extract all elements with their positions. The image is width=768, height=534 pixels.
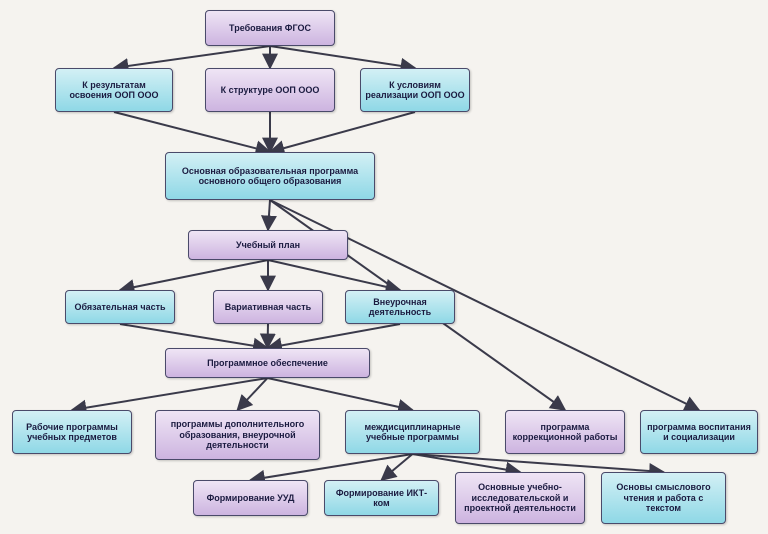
- edge-req3-main: [270, 112, 415, 152]
- edge-out3-sub3: [413, 454, 521, 472]
- node-plan: Учебный план: [188, 230, 348, 260]
- node-root: Требования ФГОС: [205, 10, 335, 46]
- node-label: программа коррекционной работы: [510, 422, 620, 443]
- node-label: Внеурочная деятельность: [350, 297, 450, 318]
- node-soft: Программное обеспечение: [165, 348, 370, 378]
- node-label: Учебный план: [236, 240, 300, 250]
- edge-plan-part3: [268, 260, 400, 290]
- node-label: К условиям реализации ООП ООО: [365, 80, 465, 101]
- node-label: программы дополнительного образования, в…: [160, 419, 315, 450]
- node-out2: программы дополнительного образования, в…: [155, 410, 320, 460]
- edge-soft-out2: [238, 378, 268, 410]
- edge-soft-out3: [268, 378, 413, 410]
- node-label: Вариативная часть: [225, 302, 311, 312]
- node-main: Основная образовательная программа основ…: [165, 152, 375, 200]
- node-out5: программа воспитания и социализации: [640, 410, 758, 454]
- node-sub1: Формирование УУД: [193, 480, 308, 516]
- node-part3: Внеурочная деятельность: [345, 290, 455, 324]
- node-label: К результатам освоения ООП ООО: [60, 80, 168, 101]
- edge-root-req3: [270, 46, 415, 68]
- node-sub2: Формирование ИКТ-ком: [324, 480, 439, 516]
- edge-part2-soft: [268, 324, 269, 348]
- node-part1: Обязательная часть: [65, 290, 175, 324]
- node-label: программа воспитания и социализации: [645, 422, 753, 443]
- node-out3: междисциплинарные учебные программы: [345, 410, 480, 454]
- edge-part1-soft: [120, 324, 268, 348]
- node-sub3: Основные учебно-исследовательской и прое…: [455, 472, 585, 524]
- node-out4: программа коррекционной работы: [505, 410, 625, 454]
- node-label: Рабочие программы учебных предметов: [17, 422, 127, 443]
- node-label: Формирование УУД: [207, 493, 295, 503]
- edge-out3-sub4: [413, 454, 664, 472]
- edge-main-plan: [268, 200, 270, 230]
- node-sub4: Основы смыслового чтения и работа с текс…: [601, 472, 726, 524]
- edge-out3-sub2: [382, 454, 413, 480]
- edge-root-req1: [114, 46, 270, 68]
- node-label: Обязательная часть: [74, 302, 165, 312]
- node-label: Формирование ИКТ-ком: [329, 488, 434, 509]
- node-label: Основная образовательная программа основ…: [170, 166, 370, 187]
- node-label: Основы смыслового чтения и работа с текс…: [606, 482, 721, 513]
- node-label: К структуре ООП ООО: [221, 85, 320, 95]
- node-label: Программное обеспечение: [207, 358, 328, 368]
- node-req1: К результатам освоения ООП ООО: [55, 68, 173, 112]
- node-label: Основные учебно-исследовательской и прое…: [460, 482, 580, 513]
- node-req2: К структуре ООП ООО: [205, 68, 335, 112]
- edge-req1-main: [114, 112, 270, 152]
- node-req3: К условиям реализации ООП ООО: [360, 68, 470, 112]
- flowchart-canvas: Требования ФГОС К результатам освоения ОО…: [0, 0, 768, 534]
- edge-plan-part1: [120, 260, 268, 290]
- edge-part3-soft: [268, 324, 401, 348]
- node-label: междисциплинарные учебные программы: [350, 422, 475, 443]
- node-part2: Вариативная часть: [213, 290, 323, 324]
- edge-soft-out1: [72, 378, 268, 410]
- node-label: Требования ФГОС: [229, 23, 311, 33]
- node-out1: Рабочие программы учебных предметов: [12, 410, 132, 454]
